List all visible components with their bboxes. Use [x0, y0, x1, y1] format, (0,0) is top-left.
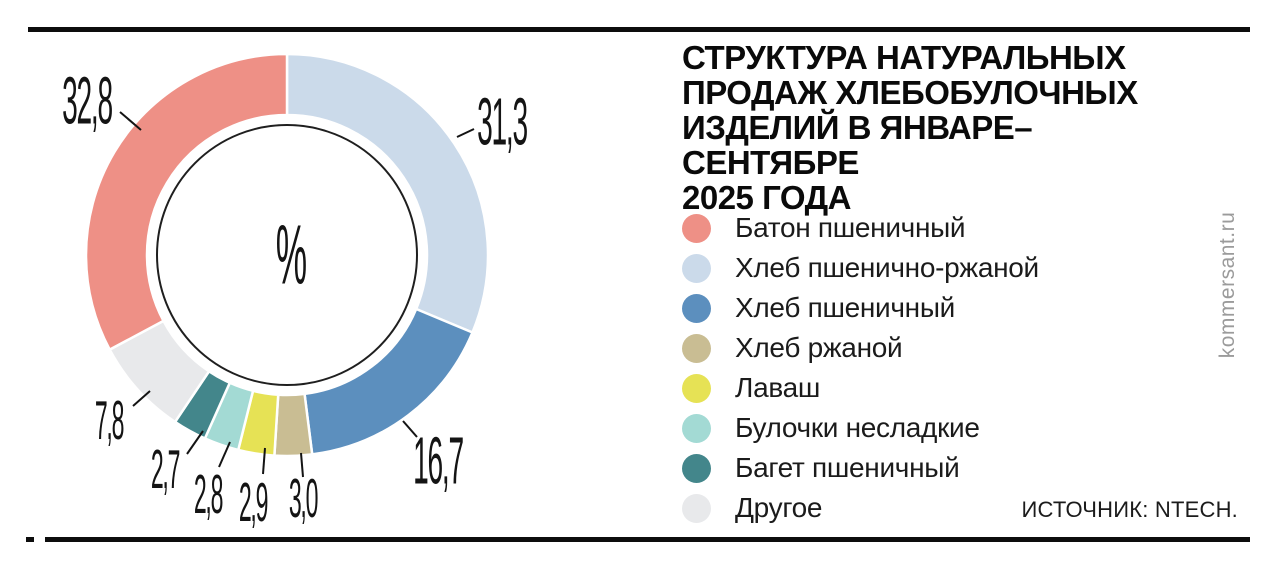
legend-label: Лаваш: [735, 372, 821, 403]
value-label-text: 2,8: [193, 463, 224, 525]
legend-color-dot: [682, 453, 711, 483]
legend-color-dot: [682, 333, 711, 363]
legend-row-1: Хлеб пшенично-ржаной: [682, 248, 1162, 288]
leader-tick-6: [186, 430, 204, 455]
legend-row-4: Лаваш: [682, 368, 1162, 408]
legend-label: Булочки несладкие: [735, 412, 980, 443]
chart-title: СТРУКТУРА НАТУРАЛЬНЫХ ПРОДАЖ ХЛЕБОБУЛОЧН…: [682, 39, 1138, 216]
value-label-text: 3,0: [288, 467, 319, 529]
donut-chart: [84, 52, 490, 478]
legend-row-2: Хлеб пшеничный: [682, 288, 1162, 328]
source-note: ИСТОЧНИК: NTECH.: [1021, 497, 1238, 522]
legend-color-dot: [682, 293, 711, 323]
leader-tick-2: [402, 420, 418, 438]
value-label: 2,8: [174, 462, 241, 526]
legend-label: Батон пшеничный: [735, 212, 966, 243]
legend-row-6: Багет пшеничный: [682, 448, 1162, 488]
donut-center-unit: %: [275, 207, 307, 302]
legend-color-dot: [682, 493, 711, 523]
legend-label: Багет пшеничный: [735, 452, 960, 483]
leader-tick-0: [119, 111, 142, 131]
value-label-text: 2,7: [150, 438, 181, 500]
leader-tick-5: [218, 441, 231, 468]
leader-tick-4: [262, 447, 266, 475]
legend-row-7: Другое: [682, 488, 1162, 528]
value-label: 16,7: [379, 423, 497, 500]
value-label-text: 31,3: [477, 84, 528, 160]
leader-tick-7: [132, 390, 151, 407]
pie-slice-1: [285, 52, 490, 334]
value-label: 32,8: [28, 63, 146, 140]
legend-label: Хлеб пшенично-ржаной: [735, 252, 1039, 283]
donut-inner-circle: [156, 124, 418, 386]
value-label: 3,0: [269, 466, 336, 530]
bottom-rule: [45, 537, 1250, 542]
value-label-text: 2,9: [238, 471, 269, 533]
value-label: 2,7: [131, 437, 198, 501]
leader-tick-1: [456, 128, 475, 138]
value-label: 7,8: [75, 388, 142, 452]
legend-label: Хлеб пшеничный: [735, 292, 956, 323]
value-label-text: 32,8: [62, 63, 113, 139]
value-label: 31,3: [443, 84, 561, 161]
legend-color-dot: [682, 213, 711, 243]
value-label: 2,9: [219, 470, 286, 534]
legend-row-0: Батон пшеничный: [682, 208, 1162, 248]
pie-slice-0: [84, 52, 289, 351]
bottom-rule-tick: [26, 537, 34, 542]
legend-color-dot: [682, 253, 711, 283]
legend-row-5: Булочки несладкие: [682, 408, 1162, 448]
legend-color-dot: [682, 373, 711, 403]
value-label-text: 7,8: [94, 389, 125, 451]
legend: Батон пшеничный Хлеб пшенично-ржаной Хлеб …: [682, 208, 1162, 528]
legend-row-3: Хлеб ржаной: [682, 328, 1162, 368]
leader-tick-3: [300, 452, 304, 478]
watermark-kommersant: kommersant.ru: [1216, 211, 1239, 359]
top-rule: [28, 27, 1250, 32]
pie-slice-3: [273, 392, 314, 458]
legend-label: Другое: [735, 492, 823, 523]
legend-color-dot: [682, 413, 711, 443]
value-label-text: 16,7: [413, 423, 464, 499]
legend-label: Хлеб ржаной: [735, 332, 903, 363]
